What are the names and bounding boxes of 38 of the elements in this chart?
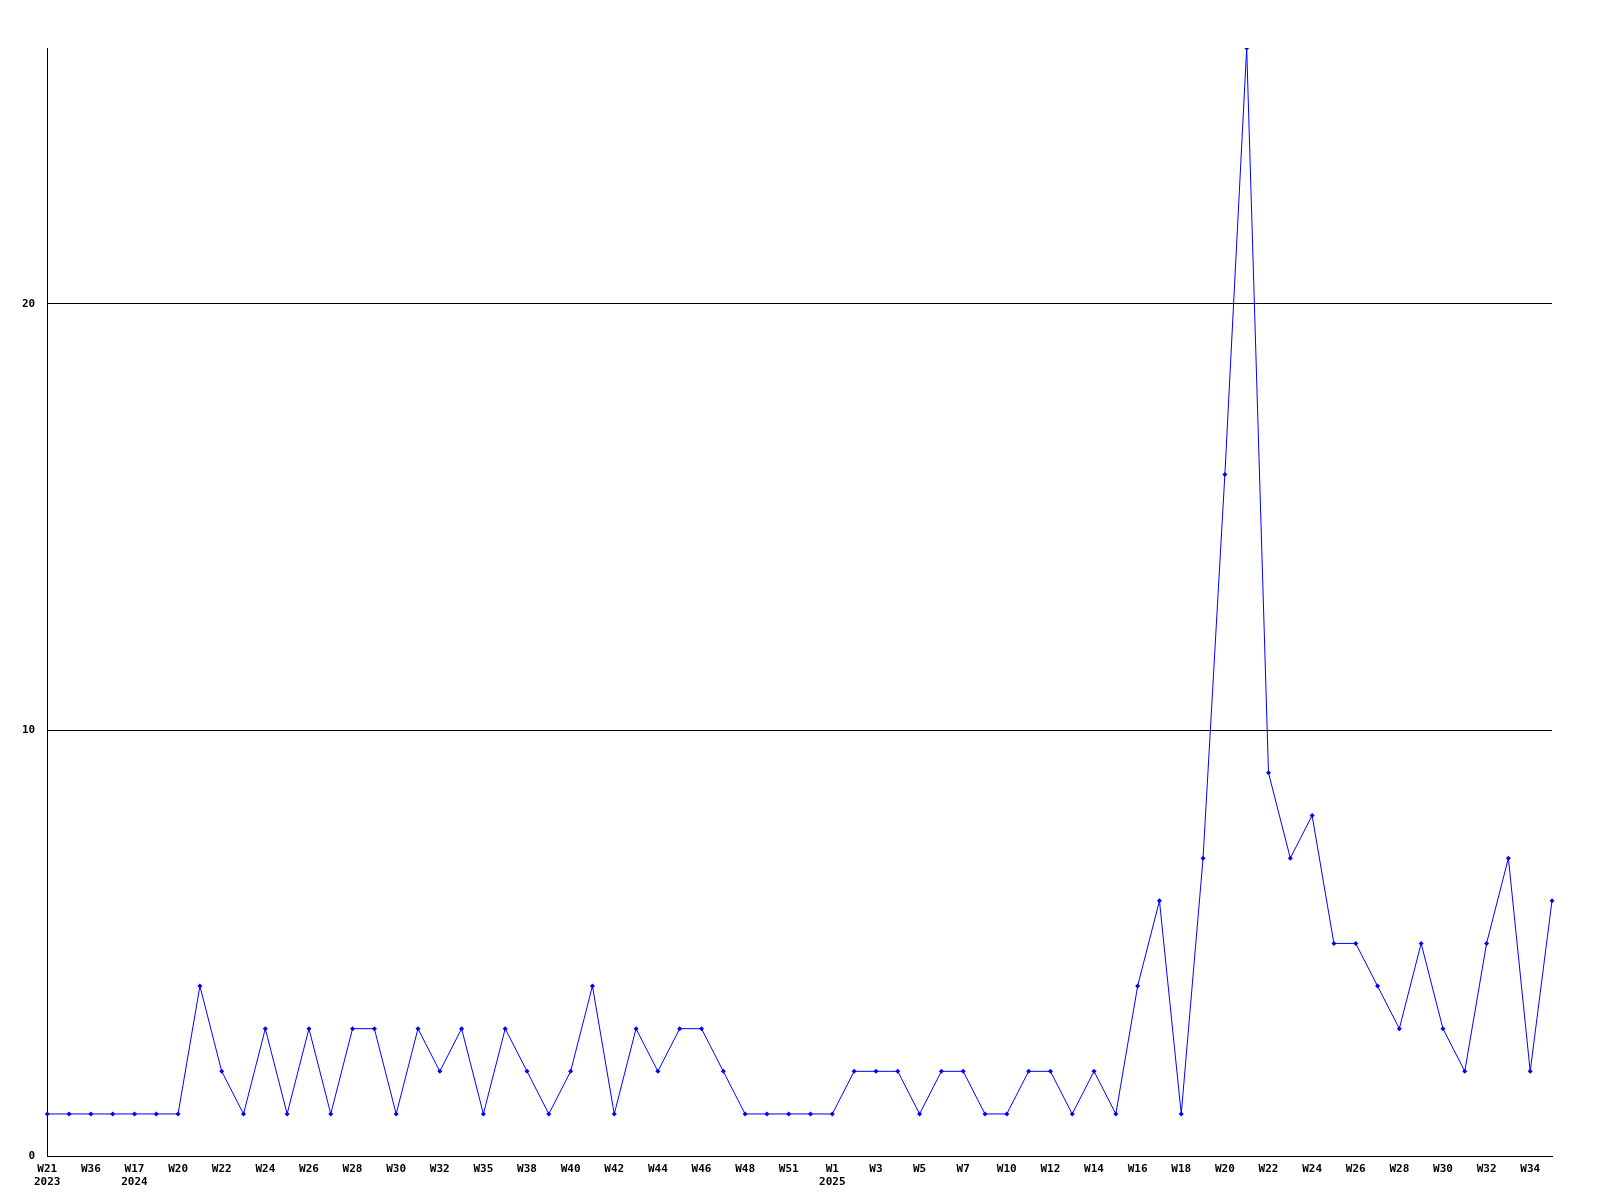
- y-tick-label: 10: [22, 723, 36, 737]
- x-tick-label: W12: [1040, 1162, 1061, 1176]
- x-tick-label: W30: [1433, 1162, 1453, 1176]
- x-tick-label: W26: [1345, 1162, 1367, 1176]
- x-tick-label: W26: [299, 1162, 320, 1176]
- x-tick-label: W3: [869, 1162, 883, 1176]
- x-tick-label: W34: [1520, 1162, 1541, 1176]
- x-tick-label: W44: [647, 1162, 669, 1176]
- x-tick-label: W24: [1302, 1162, 1323, 1176]
- x-tick-label: W22: [1258, 1162, 1279, 1176]
- x-tick-label: W51: [778, 1162, 800, 1176]
- y-tick-label: 20: [22, 296, 36, 310]
- x-tick-label: W32: [1476, 1162, 1497, 1176]
- x-tick-label: W46: [691, 1162, 712, 1176]
- x-tick-label: W28: [1389, 1162, 1410, 1176]
- x-tick-label: W16: [1127, 1162, 1148, 1176]
- x-tick-label: W20: [1214, 1162, 1235, 1176]
- x-tick-label: W22: [211, 1162, 232, 1176]
- x-tick-label: W1 2025: [819, 1162, 846, 1189]
- y-tick-label: 0: [28, 1149, 36, 1163]
- x-tick-label: W18: [1171, 1162, 1192, 1176]
- x-tick-label: W38: [517, 1162, 537, 1176]
- x-tick-label: W7: [956, 1162, 970, 1176]
- x-tick-label: W5: [912, 1162, 927, 1176]
- x-tick-label: W48: [735, 1162, 756, 1176]
- x-tick-label: W28: [342, 1162, 363, 1176]
- x-tick-label: W10: [996, 1162, 1017, 1176]
- x-tick-label: W32: [429, 1162, 450, 1176]
- x-tick-label: W42: [604, 1162, 625, 1176]
- x-tick-label: W36: [80, 1162, 102, 1176]
- x-tick-label: W24: [255, 1162, 276, 1176]
- x-tick-label: W35: [473, 1162, 494, 1176]
- x-tick-label: W40: [560, 1162, 581, 1176]
- x-tick-label: W30: [386, 1162, 407, 1176]
- x-tick-label: W14: [1084, 1162, 1105, 1176]
- x-tick-label: W20: [168, 1162, 189, 1176]
- x-tick-label: W17 2024: [121, 1162, 149, 1189]
- x-tick-label: W21 2023: [34, 1162, 61, 1189]
